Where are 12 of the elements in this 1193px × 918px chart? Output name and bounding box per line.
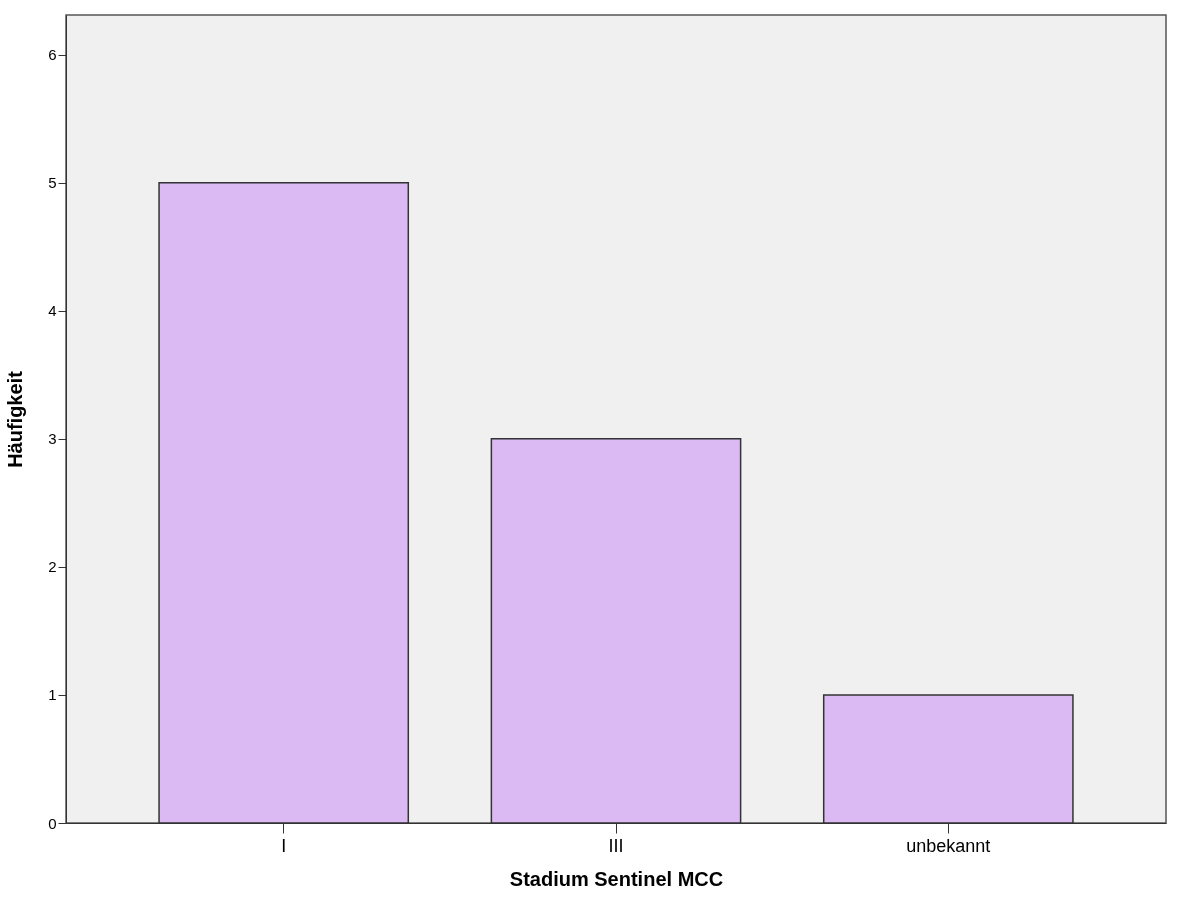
y-tick-label: 0 [48,814,57,832]
x-axis-title: Stadium Sentinel MCC [509,867,724,890]
x-tick-label: I [281,835,287,856]
x-tick-label: unbekannt [906,835,991,856]
y-tick-label: 5 [48,174,57,192]
y-tick-label: 1 [48,686,57,704]
y-tick-label: 4 [48,302,57,320]
y-tick-label: 3 [48,430,57,448]
x-tick-label: III [608,835,624,856]
y-tick-label: 6 [48,46,57,64]
y-axis-title: Häufigkeit [4,370,27,468]
y-tick-label: 2 [48,558,57,576]
